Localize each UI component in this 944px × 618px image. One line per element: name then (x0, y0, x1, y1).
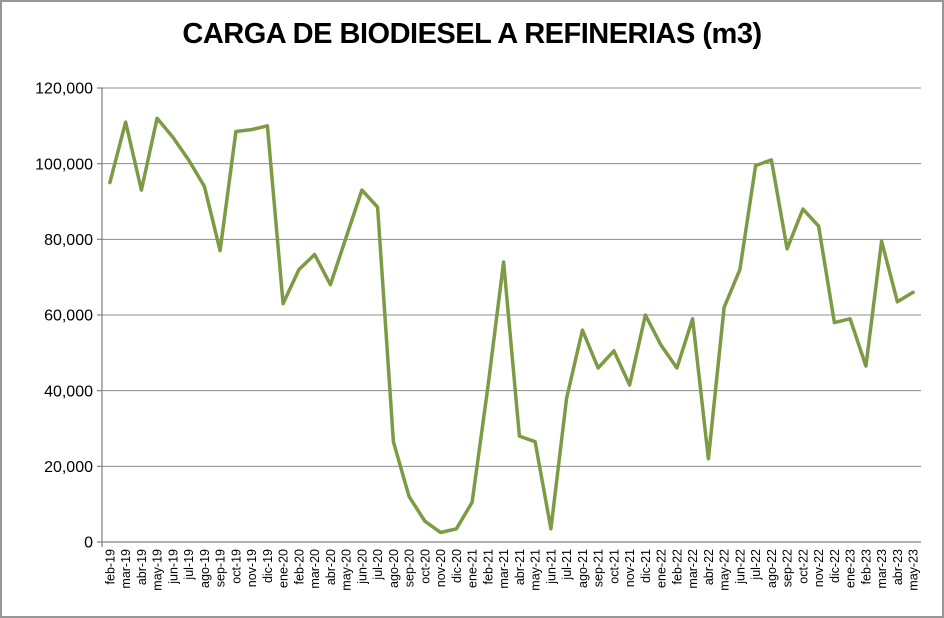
x-tick-label: may-22 (718, 549, 732, 591)
x-tick-label: mar-23 (875, 549, 889, 589)
x-tick-label: nov-20 (434, 549, 448, 587)
x-tick-label: ene-20 (277, 549, 291, 588)
x-tick-label: may-23 (907, 549, 921, 591)
chart-title: CARGA DE BIODIESEL A REFINERIAS (m3) (182, 18, 762, 50)
x-tick-label: ago-22 (765, 549, 779, 588)
x-tick-label: sep-19 (214, 549, 228, 587)
x-tick-label: ago-21 (576, 549, 590, 588)
x-tick-label: jul-19 (182, 549, 196, 581)
x-tick-label: oct-19 (229, 549, 243, 584)
x-tick-label: jul-22 (749, 549, 763, 581)
x-tick-label: ene-22 (655, 549, 669, 588)
x-tick-label: may-21 (529, 549, 543, 591)
x-tick-label: feb-19 (103, 549, 117, 584)
x-tick-label: jun-22 (733, 549, 747, 585)
x-tick-label: nov-19 (245, 549, 259, 587)
x-tick-label: sep-21 (592, 549, 606, 587)
x-tick-label: dic-20 (450, 549, 464, 583)
x-tick-label: mar-22 (686, 549, 700, 589)
y-tick-label: 80,000 (44, 232, 93, 249)
x-tick-label: oct-21 (607, 549, 621, 584)
x-tick-label: nov-22 (812, 549, 826, 587)
x-tick-label: dic-21 (639, 549, 653, 583)
x-tick-label: abr-20 (324, 549, 338, 585)
x-tick-label: jun-21 (544, 549, 558, 585)
x-tick-label: sep-22 (781, 549, 795, 587)
y-tick-label: 60,000 (44, 308, 93, 325)
x-tick-label: mar-20 (308, 549, 322, 589)
gridlines (102, 87, 921, 467)
x-tick-label: abr-19 (135, 549, 149, 585)
x-tick-label: ago-20 (387, 549, 401, 588)
data-series (108, 116, 915, 535)
x-tick-label: may-20 (340, 549, 354, 591)
x-tick-label: jul-20 (371, 549, 385, 581)
x-tick-label: mar-21 (497, 549, 511, 589)
x-tick-label: oct-22 (796, 549, 810, 584)
x-tick-label: dic-22 (828, 549, 842, 583)
x-tick-label: feb-23 (859, 549, 873, 584)
x-tick-label: ago-19 (198, 549, 212, 588)
x-tick-label: ene-21 (466, 549, 480, 588)
x-tick-label: oct-20 (418, 549, 432, 584)
x-tick-label: abr-23 (891, 549, 905, 585)
x-tick-label: feb-22 (670, 549, 684, 584)
series-line (108, 116, 915, 535)
x-tick-label: jul-21 (560, 549, 574, 581)
x-axis-tick-labels: feb-19 mar-19 abr-19 may-19 jun-19 jul-19 ago-… (103, 549, 920, 591)
x-tick-label: abr-22 (702, 549, 716, 585)
y-axis-tick-labels: 0 20,000 40,000 60,000 80,000 100,000 120,000 (35, 81, 93, 552)
x-tick-label: sep-20 (403, 549, 417, 587)
x-tick-label: jun-20 (355, 549, 369, 585)
y-tick-label: 100,000 (35, 156, 93, 173)
x-tick-label: dic-19 (261, 549, 275, 583)
axes (97, 87, 921, 547)
x-tick-label: feb-20 (292, 549, 306, 584)
x-tick-label: nov-21 (623, 549, 637, 587)
x-tick-label: ene-23 (844, 549, 858, 588)
x-tick-label: feb-21 (481, 549, 495, 584)
x-tick-label: abr-21 (513, 549, 527, 585)
y-tick-label: 0 (84, 535, 93, 552)
y-tick-label: 120,000 (35, 81, 93, 98)
y-tick-label: 20,000 (44, 459, 93, 476)
x-tick-label: mar-19 (119, 549, 133, 589)
y-tick-label: 40,000 (44, 383, 93, 400)
x-tick-label: jun-19 (166, 549, 180, 585)
x-tick-label: may-19 (151, 549, 165, 591)
